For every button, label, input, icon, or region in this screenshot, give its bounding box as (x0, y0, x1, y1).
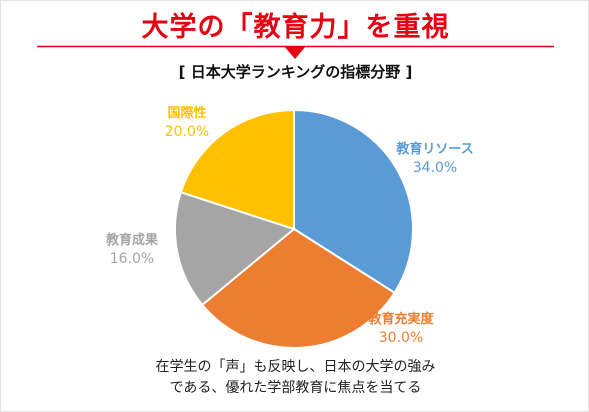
caption-line-1: 在学生の「声」も反映し、日本の大学の強み (155, 359, 436, 375)
slice-education-quality-label: 教育充実度 (367, 311, 434, 327)
divider-arrow (284, 46, 306, 59)
caption: 在学生の「声」も反映し、日本の大学の強み である、優れた学部教育に焦点を当てる (1, 357, 589, 399)
slice-international-label: 国際性 (167, 105, 206, 121)
page-heading: 大学の「教育力」を重視 (141, 12, 450, 43)
slice-education-outcomes-label: 教育成果 (105, 232, 158, 248)
slice-international (179, 108, 295, 231)
heading-divider (37, 45, 554, 59)
slice-education-resources-label: 教育リソース (395, 141, 473, 157)
slice-education-quality (200, 227, 396, 349)
slice-education-quality-value: 30.0% (379, 330, 423, 346)
slice-education-outcomes-value: 16.0% (110, 251, 154, 267)
caption-line-2: である、優れた学部教育に焦点を当てる (169, 380, 422, 396)
chart-title: [ 日本大学ランキングの指標分野 ] (178, 63, 413, 81)
slice-education-resources-value: 34.0% (413, 160, 457, 176)
slice-international-value: 20.0% (165, 124, 209, 140)
